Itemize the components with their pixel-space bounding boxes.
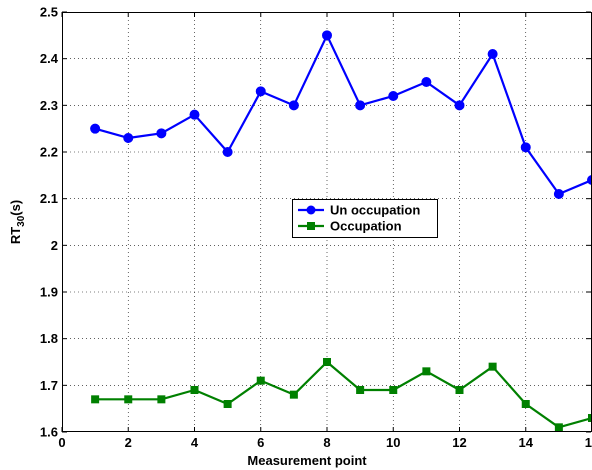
data-point [587,175,592,185]
data-point [454,100,465,111]
legend-item-1: Un occupation [298,203,420,218]
data-point [223,400,232,408]
legend-label: Un occupation [330,203,420,218]
data-point [190,386,199,394]
data-point [421,77,432,87]
data-point [322,30,332,41]
y-axis-title-main: RT [8,227,23,244]
data-point [256,376,265,385]
y-tick-label: 2 [51,238,58,253]
x-axis-title: Measurement point [247,453,367,468]
data-point [124,395,133,404]
data-point [389,386,398,394]
y-axis-title: RT30(s) [8,200,27,244]
legend-label: Occupation [330,219,402,234]
x-tick-label: 10 [386,435,400,450]
legend-box [292,199,438,238]
data-point [189,109,200,120]
data-point [91,395,100,404]
x-tick-label: 0 [58,435,65,450]
y-tick-label: 2.1 [40,191,58,206]
data-point [123,133,134,143]
data-point [422,367,431,376]
axis-ticks: 0 2 4 6 8 10 12 14 16 1.6 1.7 1.8 1.9 2 2.1 2.2 2.3 2.4 2.… [40,5,592,450]
data-point [488,362,497,371]
x-tick-label: 4 [191,435,199,450]
x-tick-label: 16 [585,435,592,450]
legend-marker [306,205,316,215]
data-point [520,142,531,153]
data-point [288,100,299,111]
legend-marker [307,222,315,230]
y-tick-label: 2.5 [40,5,58,20]
x-tick-label: 2 [125,435,132,450]
data-point [355,100,366,111]
grid-lines [62,12,592,432]
y-axis-title-suffix: (s) [8,200,23,216]
data-point [156,128,167,139]
data-point [455,386,464,394]
data-point [289,390,298,399]
data-point [157,395,166,404]
y-tick-label: 2.4 [40,51,59,66]
x-tick-label: 6 [257,435,264,450]
series-layer [90,30,592,432]
series-2 [91,358,592,432]
legend-item-2: Occupation [298,219,402,234]
y-tick-label: 1.7 [40,378,58,393]
data-point [553,189,564,199]
data-point [90,123,101,134]
data-point [388,91,399,101]
data-point [255,86,266,97]
y-tick-label: 1.9 [40,285,58,300]
y-tick-label: 2.2 [40,145,58,160]
y-tick-label: 1.6 [40,425,58,440]
series-line [94,34,592,196]
data-point [222,147,233,157]
x-tick-label: 14 [519,435,534,450]
x-tick-label: 8 [323,435,330,450]
data-point [356,386,365,394]
y-tick-label: 2.3 [40,98,58,113]
data-point [521,400,530,408]
series-1 [90,30,592,199]
data-point [323,358,331,366]
y-axis-title-subscript: 30 [16,215,27,227]
y-tick-label: 1.8 [40,331,58,346]
x-tick-label: 12 [452,435,466,450]
data-point [487,49,498,59]
series-line [95,360,592,429]
data-point [554,423,563,432]
data-point [588,414,592,422]
